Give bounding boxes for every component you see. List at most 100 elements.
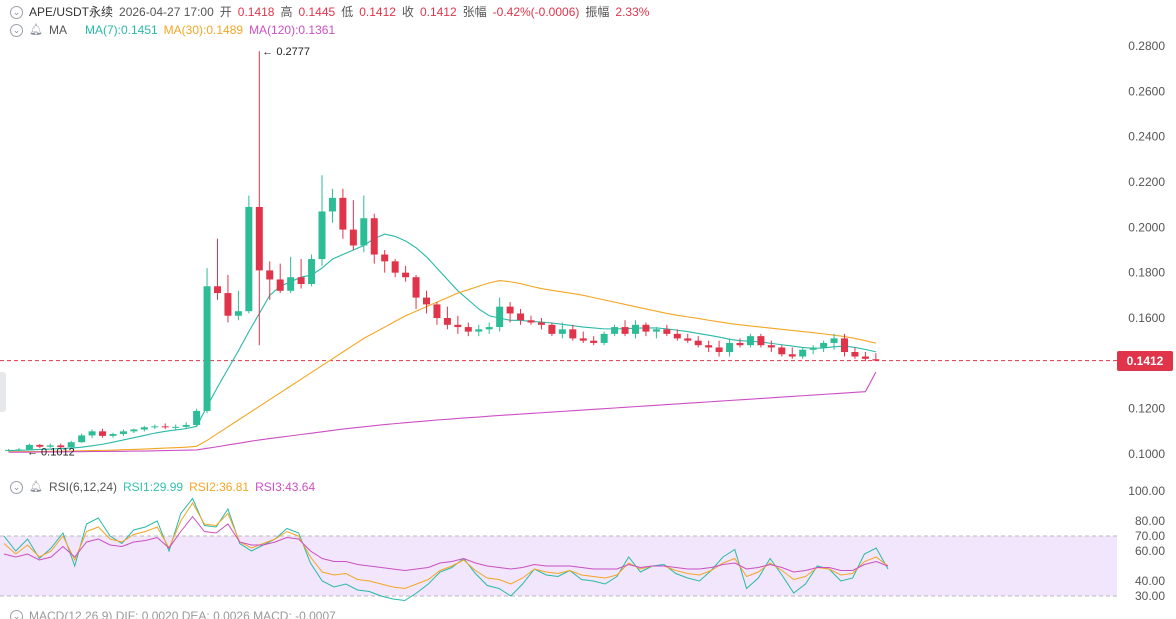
rsi-legend: ⌄ 🔔︎ RSI(6,12,24) RSI1:29.99 RSI2:36.81 … — [10, 479, 315, 495]
min-price-annotation: ← 0.1012 — [27, 446, 75, 458]
candle-body — [109, 434, 117, 436]
candle-body — [151, 426, 159, 428]
price-tick-label: 0.2200 — [1128, 175, 1165, 189]
candle-body — [36, 444, 44, 447]
candle-body — [234, 311, 242, 316]
candle-body — [255, 206, 263, 271]
candle-body — [652, 329, 660, 332]
candle-body — [287, 277, 295, 291]
candle-body — [5, 449, 12, 451]
amplitude-value: 2.33% — [615, 5, 650, 19]
candle-body — [99, 431, 107, 436]
rsi-tick-label: 40.00 — [1135, 574, 1165, 588]
candle-body — [684, 338, 692, 341]
candle-body — [579, 338, 587, 341]
candle-body — [537, 322, 545, 325]
ma30-legend: MA(30):0.1489 — [163, 23, 244, 37]
candle-body — [412, 277, 420, 298]
candle-body — [339, 197, 347, 230]
candle-body — [88, 431, 96, 436]
candle-body — [443, 318, 451, 325]
rsi1-legend: RSI1:29.99 — [123, 480, 184, 494]
candle-body — [527, 320, 535, 323]
candle-body — [318, 211, 326, 260]
candle-body — [757, 336, 765, 346]
candle-body — [172, 426, 180, 428]
candle-body — [830, 338, 838, 343]
price-tick-label: 0.1600 — [1128, 311, 1165, 325]
rsi-label[interactable]: RSI(6,12,24) — [48, 480, 118, 494]
change-value: -0.42%(-0.0006) — [492, 5, 580, 19]
rsi-bell-icon[interactable]: 🔔︎ — [29, 481, 43, 493]
bell-icon[interactable]: 🔔︎ — [29, 24, 43, 36]
candle-body — [119, 431, 127, 435]
high-value: 0.1445 — [298, 5, 336, 19]
panel-resize-handle[interactable] — [0, 372, 6, 412]
candle-body — [402, 272, 410, 278]
candle-body — [861, 356, 869, 359]
candle-body — [642, 324, 650, 332]
collapse-toggle-icon[interactable]: ⌄ — [10, 5, 23, 19]
candle-body — [820, 342, 828, 348]
ma-lines — [8, 233, 877, 453]
candle-body — [224, 293, 232, 316]
high-label: 高 — [280, 5, 293, 19]
candle-body — [872, 359, 880, 361]
candle-body — [214, 286, 221, 294]
candle-body — [841, 338, 848, 352]
candle-body — [809, 347, 817, 350]
ma-collapse-icon[interactable]: ⌄ — [10, 23, 23, 37]
candle-body — [590, 340, 598, 343]
price-tick-label: 0.1200 — [1128, 402, 1165, 416]
candle-body — [276, 279, 284, 291]
rsi-tick-label: 70.00 — [1135, 529, 1165, 543]
candle-body — [851, 352, 859, 357]
candle-body — [726, 342, 734, 352]
candle-body — [454, 324, 462, 328]
price-tick-label: 0.2600 — [1128, 84, 1165, 98]
candle-body — [130, 429, 138, 432]
open-label: 开 — [219, 5, 232, 19]
rsi2-legend: RSI2:36.81 — [189, 480, 250, 494]
candle-body — [496, 306, 504, 328]
candle-body — [485, 327, 493, 330]
candle-body — [15, 449, 23, 451]
candle-body — [475, 329, 483, 332]
ma-legend: ⌄ 🔔︎ MA MA(7):0.1451 MA(30):0.1489 MA(12… — [10, 22, 335, 38]
candle-body — [611, 327, 619, 334]
candle-body — [694, 340, 702, 346]
candle-body — [182, 424, 190, 427]
macd-collapse-icon[interactable]: ⌄ — [10, 609, 23, 619]
candle-body — [360, 218, 368, 246]
low-label: 低 — [341, 5, 354, 19]
rsi-collapse-icon[interactable]: ⌄ — [10, 480, 23, 494]
rsi3-legend: RSI3:43.64 — [255, 480, 316, 494]
low-value: 0.1412 — [359, 5, 396, 19]
close-value: 0.1412 — [419, 5, 457, 19]
candle-body — [799, 349, 807, 357]
macd-text: MACD(12,26,9) DIF: 0.0020 DEA: 0.0026 MA… — [29, 609, 336, 619]
candle-body — [308, 259, 316, 284]
candle-body — [558, 329, 566, 334]
candle-body — [266, 270, 274, 280]
ma7-legend: MA(7):0.1451 — [84, 23, 158, 37]
candle-body — [621, 327, 629, 334]
close-label: 收 — [401, 5, 414, 19]
ma-line-ma120 — [8, 371, 877, 453]
rsi-lines — [3, 497, 889, 602]
ma-line-ma7 — [8, 233, 876, 452]
candle-body — [632, 324, 639, 334]
current-price-tag: 0.1412 — [1117, 351, 1173, 371]
ma-label[interactable]: MA — [48, 23, 67, 37]
candle-body — [778, 347, 786, 355]
rsi-tick-label: 100.00 — [1128, 484, 1165, 498]
symbol-label[interactable]: APE/USDT永续 — [29, 5, 114, 19]
ma-line-ma30 — [8, 280, 876, 453]
candle-body — [67, 442, 75, 448]
candle-body — [600, 333, 608, 343]
price-tick-label: 0.1000 — [1128, 447, 1165, 461]
candle-body — [673, 333, 681, 339]
macd-legend: ⌄ MACD(12,26,9) DIF: 0.0020 DEA: 0.0026 … — [10, 608, 336, 619]
